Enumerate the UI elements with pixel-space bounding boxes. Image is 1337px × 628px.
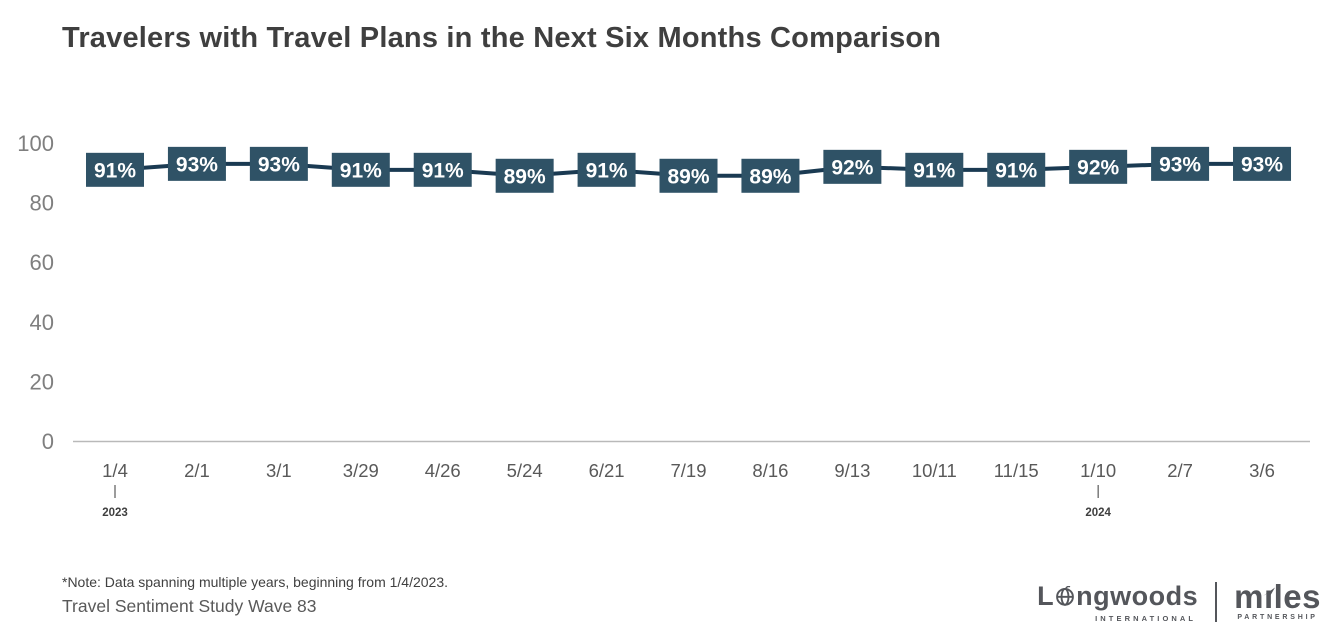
- x-axis-tick-label: 3/1: [266, 460, 292, 481]
- data-point-label: 93%: [1159, 153, 1201, 176]
- x-axis-tick-label: 2/1: [184, 460, 210, 481]
- x-axis-tick-label: 8/16: [752, 460, 788, 481]
- data-point-label: 91%: [94, 159, 136, 182]
- longwoods-wordmark: L ngwoods: [1037, 581, 1198, 611]
- data-point-label: 89%: [749, 165, 791, 188]
- x-axis-tick-label: 9/13: [834, 460, 870, 481]
- data-point-box: [905, 152, 964, 187]
- x-axis-tick-label: 6/21: [589, 460, 625, 481]
- data-point-label: 89%: [667, 165, 709, 188]
- data-point-box: [167, 146, 226, 181]
- data-point-label: 93%: [176, 153, 218, 176]
- longwoods-subtext: INTERNATIONAL: [1095, 614, 1197, 623]
- data-point-box: [249, 146, 308, 181]
- data-point-box: [1069, 149, 1128, 184]
- x-axis-tick-label: 1/4: [102, 460, 128, 481]
- miles-i: ı: [1263, 578, 1274, 615]
- miles-suffix: les: [1273, 578, 1321, 615]
- data-point-box: [577, 152, 636, 187]
- longwoods-prefix: L: [1037, 580, 1055, 611]
- data-point-label: 91%: [422, 159, 464, 182]
- y-axis-tick-label: 0: [42, 429, 54, 454]
- miles-prefix: m: [1234, 578, 1264, 615]
- footnote: *Note: Data spanning multiple years, beg…: [62, 574, 449, 590]
- data-point-box: [86, 152, 144, 187]
- y-axis-tick-label: 20: [30, 369, 54, 394]
- x-axis-tick-label: 10/11: [912, 460, 957, 481]
- year-label: 2023: [102, 507, 128, 519]
- data-point-label: 91%: [340, 159, 382, 182]
- data-point-label: 89%: [504, 165, 546, 188]
- y-axis-tick-label: 60: [30, 250, 54, 275]
- data-point-label: 91%: [913, 159, 955, 182]
- data-point-box: [987, 152, 1046, 187]
- y-axis-tick-label: 40: [30, 310, 54, 335]
- x-axis-tick-label: 11/15: [994, 460, 1039, 481]
- data-point-label: 91%: [995, 159, 1037, 182]
- y-axis-tick-label: 80: [30, 191, 54, 216]
- longwoods-logo: L ngwoods INTERNATIONAL: [1037, 581, 1198, 623]
- x-axis-tick-label: 2/7: [1167, 460, 1193, 481]
- data-point-label: 92%: [1077, 156, 1119, 179]
- x-axis-tick-label: 1/10: [1080, 460, 1116, 481]
- miles-logo: m ıles PARTNERSHIP: [1234, 578, 1321, 622]
- miles-wordmark: m ıles: [1234, 578, 1321, 615]
- data-point-box: [495, 158, 554, 193]
- data-point-label: 92%: [831, 156, 873, 179]
- y-axis-tick-label: 100: [17, 131, 54, 156]
- data-point-label: 93%: [1241, 153, 1283, 176]
- x-axis-tick-label: 7/19: [671, 460, 707, 481]
- data-point-box: [331, 152, 390, 187]
- line-chart: 0 20 40 60 80 100 91% 93% 93% 91% 91% 89% 91% 89% 89% 9…: [17, 131, 1310, 519]
- longwoods-suffix: ngwoods: [1076, 580, 1199, 611]
- chart-title: Travelers with Travel Plans in the Next …: [62, 22, 942, 54]
- data-point-label: 93%: [258, 153, 300, 176]
- x-axis-tick-label: 3/6: [1249, 460, 1275, 481]
- globe-icon: [1055, 584, 1075, 611]
- x-axis-tick-label: 4/26: [425, 460, 461, 481]
- data-point-box: [823, 149, 882, 184]
- data-point-box: [741, 158, 800, 193]
- logo-divider: [1215, 582, 1218, 622]
- paper-plane-icon: [1262, 572, 1276, 603]
- data-point-box: [1151, 146, 1210, 181]
- data-point-box: [659, 158, 718, 193]
- x-axis-tick-label: 3/29: [343, 460, 379, 481]
- footer-logos: L ngwoods INTERNATIONAL m ıles PARTNERSHI…: [1037, 578, 1321, 623]
- data-point-box: [1233, 146, 1292, 181]
- x-axis-tick-label: 5/24: [507, 460, 543, 481]
- data-point-label: 91%: [586, 159, 628, 182]
- source-label: Travel Sentiment Study Wave 83: [62, 596, 317, 616]
- year-label: 2024: [1085, 507, 1111, 519]
- miles-subtext: PARTNERSHIP: [1237, 614, 1318, 622]
- data-point-box: [413, 152, 472, 187]
